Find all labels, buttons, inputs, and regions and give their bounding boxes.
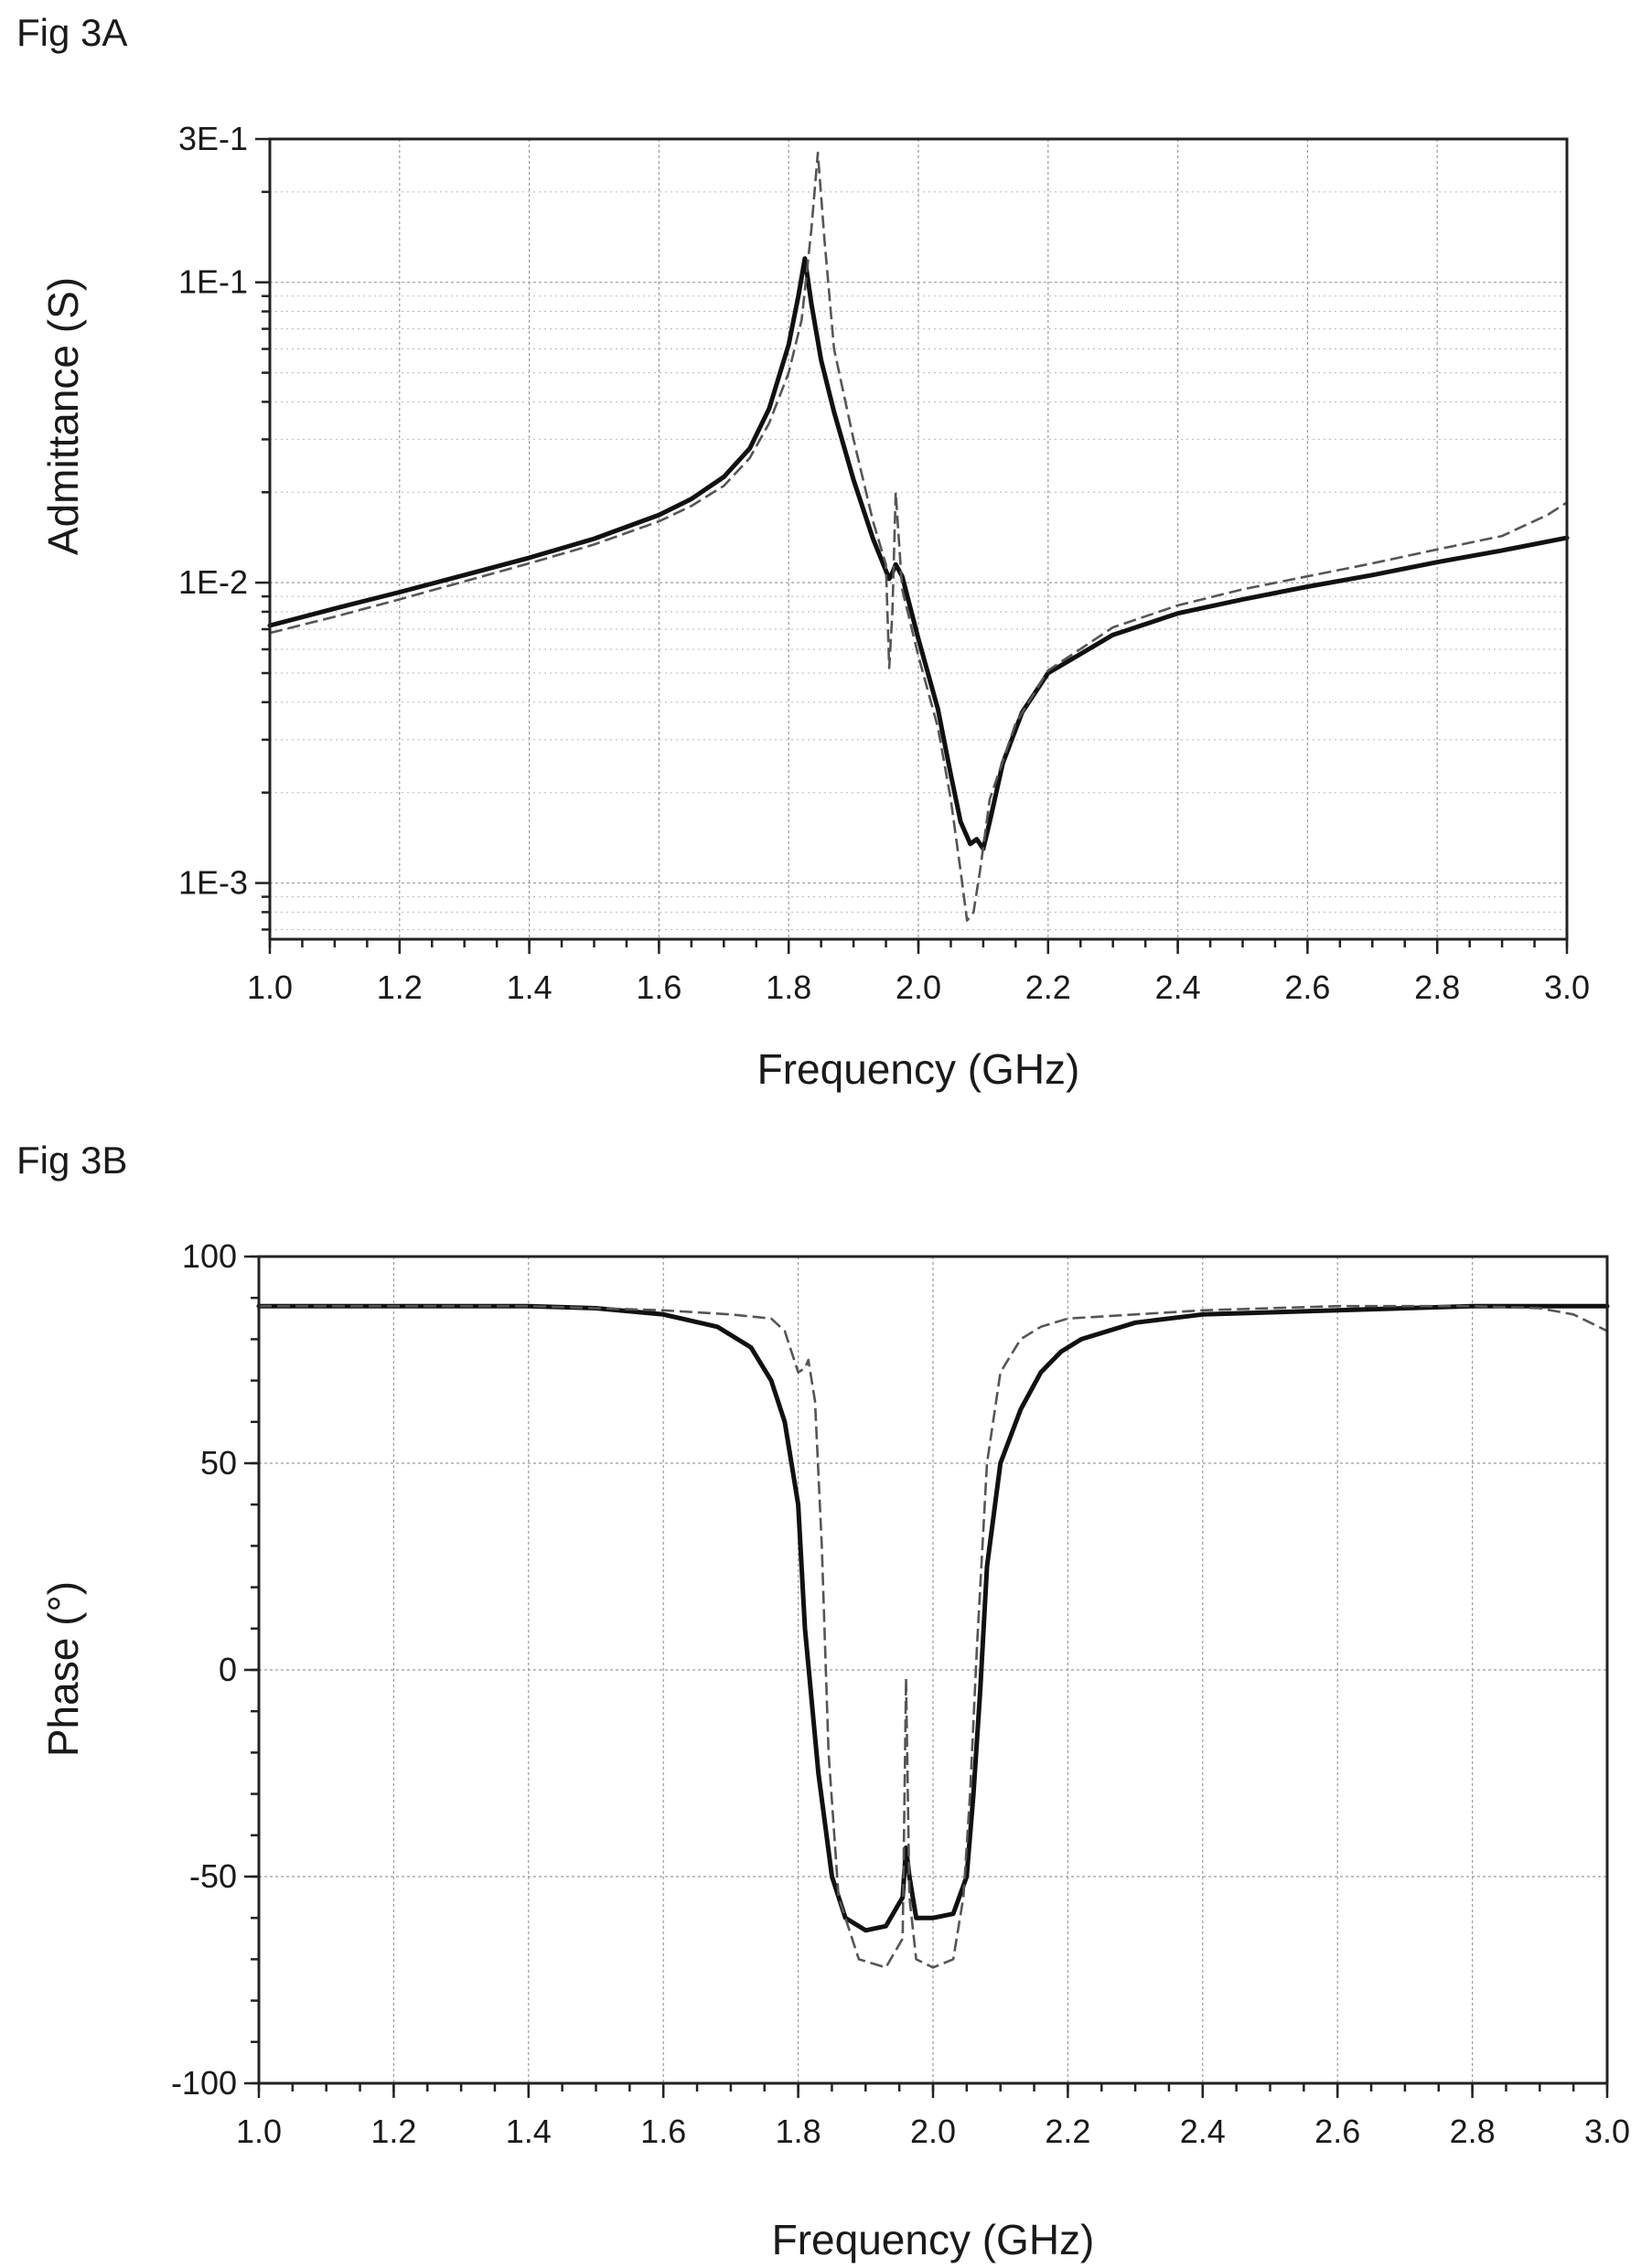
phase-x-tick-label: 1.6	[640, 2113, 686, 2150]
admittance-x-tick-label: 2.2	[1025, 968, 1071, 1006]
phase-x-tick-label: 1.0	[236, 2113, 282, 2150]
admittance-x-tick-label: 2.4	[1155, 968, 1201, 1006]
admittance-x-tick-label: 1.8	[766, 968, 811, 1006]
admittance-x-tick-label: 1.0	[247, 968, 293, 1006]
admittance-x-tick-label: 1.2	[377, 968, 423, 1006]
phase-x-tick-label: 2.2	[1045, 2113, 1090, 2150]
phase-y-axis-title: Phase (°)	[39, 1581, 87, 1757]
phase-x-axis-title: Frequency (GHz)	[772, 2216, 1095, 2263]
admittance-series	[267, 151, 1570, 922]
phase-y-tick-label: 50	[200, 1444, 237, 1482]
admittance-x-tick-label: 3.0	[1544, 968, 1590, 1006]
admittance-y-tick-label: 3E-1	[178, 120, 248, 157]
phase-x-tick-label: 1.4	[506, 2113, 552, 2150]
phase-x-tick-label: 2.6	[1314, 2113, 1360, 2150]
phase-x-tick-label: 3.0	[1584, 2113, 1630, 2150]
figure-a-label: Fig 3A	[16, 11, 128, 54]
figure-b-label: Fig 3B	[16, 1139, 128, 1182]
admittance-y-tick-label: 1E-2	[178, 563, 248, 601]
phase-series	[256, 1303, 1610, 1969]
phase-x-tick-label: 2.4	[1180, 2113, 1226, 2150]
admittance-y-tick-label: 1E-1	[178, 263, 248, 301]
admittance-x-tick-label: 1.4	[507, 968, 552, 1006]
phase-chart: 1.0 1.2 1.4 1.6 1.8 2.0 2.2 2.4 2.6 2.8 3.0 100 50 0 -…	[39, 1237, 1630, 2263]
admittance-y-axis-title: Admittance (S)	[39, 277, 87, 555]
phase-y-tick-label: -100	[171, 2064, 237, 2102]
phase-x-tick-label: 1.2	[370, 2113, 416, 2150]
admittance-x-axis-title: Frequency (GHz)	[757, 1045, 1080, 1093]
phase-series-dashed-line	[259, 1304, 1608, 1969]
admittance-x-tick-label: 2.6	[1284, 968, 1330, 1006]
phase-y-tick-label: 0	[219, 1651, 237, 1688]
admittance-chart: 1.0 1.2 1.4 1.6 1.8 2.0 2.2 2.4 2.6 2.8 3.0 3E-1 1E-…	[39, 120, 1590, 1093]
phase-x-tick-label: 1.8	[776, 2113, 821, 2150]
admittance-grid	[270, 138, 1567, 939]
phase-x-tick-label: 2.0	[910, 2113, 956, 2150]
phase-y-tick-label: 100	[182, 1237, 237, 1275]
admittance-x-tick-label: 2.0	[896, 968, 941, 1006]
phase-ticks: 1.0 1.2 1.4 1.6 1.8 2.0 2.2 2.4 2.6 2.8 3.0 100 50 0 -…	[171, 1237, 1630, 2150]
phase-y-tick-label: -50	[189, 1857, 237, 1895]
admittance-series-dashed-line	[269, 151, 1568, 922]
admittance-x-tick-label: 1.6	[636, 968, 681, 1006]
phase-series-solid-line	[256, 1303, 1610, 1933]
admittance-ticks: 1.0 1.2 1.4 1.6 1.8 2.0 2.2 2.4 2.6 2.8 3.0 3E-1 1E-…	[178, 120, 1590, 1006]
admittance-plot-frame	[268, 137, 1569, 941]
phase-x-tick-label: 2.8	[1450, 2113, 1496, 2150]
phase-grid	[259, 1256, 1607, 2084]
admittance-y-tick-label: 1E-3	[178, 864, 248, 902]
admittance-x-tick-label: 2.8	[1414, 968, 1460, 1006]
